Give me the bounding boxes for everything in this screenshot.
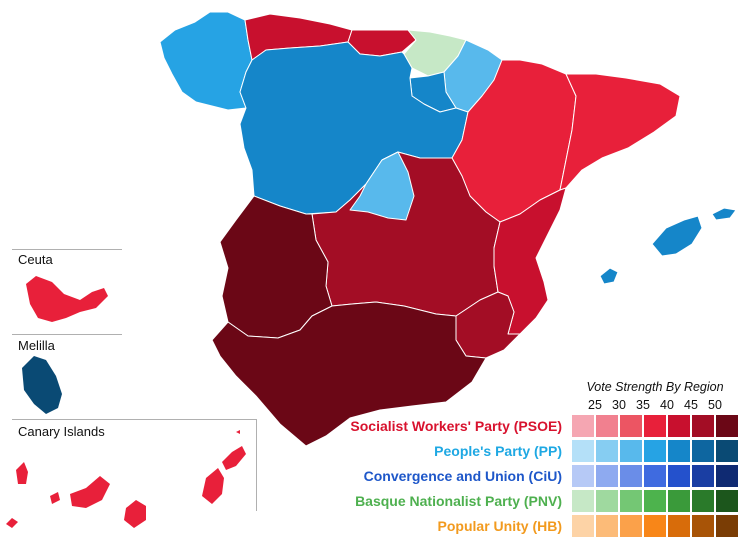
- region-balearic-islands-ibiza[interactable]: [599, 267, 619, 285]
- region-balearic-islands-minorca[interactable]: [711, 207, 737, 221]
- inset-canary-islands-shape[interactable]: [6, 430, 246, 528]
- legend-swatch: [595, 489, 619, 513]
- legend-swatch: [715, 439, 739, 463]
- legend-tick: 40: [660, 398, 674, 412]
- region-galicia[interactable]: [159, 11, 253, 111]
- legend-swatch: [619, 439, 643, 463]
- inset-divider: [256, 419, 257, 511]
- legend-swatch: [619, 414, 643, 438]
- legend-tick: 50: [708, 398, 722, 412]
- legend-swatch: [715, 489, 739, 513]
- inset-melilla-shape[interactable]: [22, 356, 62, 414]
- legend-tick: 25: [588, 398, 602, 412]
- legend-swatch: [571, 489, 595, 513]
- legend-tick: 30: [612, 398, 626, 412]
- legend-row-hb: Popular Unity (HB): [330, 514, 742, 538]
- legend-title: Vote Strength By Region: [586, 380, 724, 394]
- legend-swatch: [571, 439, 595, 463]
- legend-swatch: [691, 414, 715, 438]
- region-andalusia[interactable]: [211, 301, 487, 447]
- legend-tick: 45: [684, 398, 698, 412]
- legend-swatch: [643, 489, 667, 513]
- legend-swatch: [619, 489, 643, 513]
- legend-swatch: [691, 439, 715, 463]
- region-madrid[interactable]: [349, 151, 415, 221]
- legend-swatch: [571, 514, 595, 538]
- region-murcia[interactable]: [455, 291, 521, 359]
- legend-swatch: [667, 514, 691, 538]
- legend-swatch: [691, 489, 715, 513]
- legend-swatch: [643, 514, 667, 538]
- legend-swatch: [643, 439, 667, 463]
- legend-swatch: [715, 514, 739, 538]
- legend-row-pnv: Basque Nationalist Party (PNV): [330, 489, 742, 513]
- legend-row-psoe: Socialist Workers' Party (PSOE): [330, 414, 742, 438]
- inset-divider: [12, 334, 122, 335]
- legend-swatch: [667, 489, 691, 513]
- party-label-psoe: Socialist Workers' Party (PSOE): [350, 418, 562, 434]
- legend-tick: 35: [636, 398, 650, 412]
- legend-row-pp: People's Party (PP): [330, 439, 742, 463]
- inset-label-ceuta: Ceuta: [18, 252, 53, 267]
- legend-swatch: [595, 414, 619, 438]
- legend-swatch: [595, 514, 619, 538]
- party-label-pp: People's Party (PP): [434, 443, 562, 459]
- region-catalonia[interactable]: [559, 73, 681, 191]
- legend-swatch: [715, 464, 739, 488]
- legend-swatch: [667, 414, 691, 438]
- party-label-ciu: Convergence and Union (CiU): [363, 468, 562, 484]
- region-balearic-islands[interactable]: [651, 215, 703, 257]
- inset-label-canary-islands: Canary Islands: [18, 424, 105, 439]
- legend-swatch: [595, 464, 619, 488]
- party-label-hb: Popular Unity (HB): [437, 518, 562, 534]
- legend-row-ciu: Convergence and Union (CiU): [330, 464, 742, 488]
- legend-swatch: [715, 414, 739, 438]
- inset-divider: [12, 419, 256, 420]
- inset-ceuta-shape[interactable]: [26, 276, 108, 322]
- legend-swatch: [619, 514, 643, 538]
- legend-swatch: [643, 414, 667, 438]
- legend-swatch: [691, 464, 715, 488]
- legend-swatch: [667, 439, 691, 463]
- inset-divider: [12, 249, 122, 250]
- inset-label-melilla: Melilla: [18, 338, 55, 353]
- legend-swatch: [643, 464, 667, 488]
- legend-swatch: [571, 464, 595, 488]
- legend-swatch: [667, 464, 691, 488]
- legend-swatch: [571, 414, 595, 438]
- party-label-pnv: Basque Nationalist Party (PNV): [355, 493, 562, 509]
- vote-strength-legend: Vote Strength By Region 25 30 35 40 45 5…: [330, 380, 742, 540]
- legend-swatch: [595, 439, 619, 463]
- legend-swatch: [691, 514, 715, 538]
- legend-swatch: [619, 464, 643, 488]
